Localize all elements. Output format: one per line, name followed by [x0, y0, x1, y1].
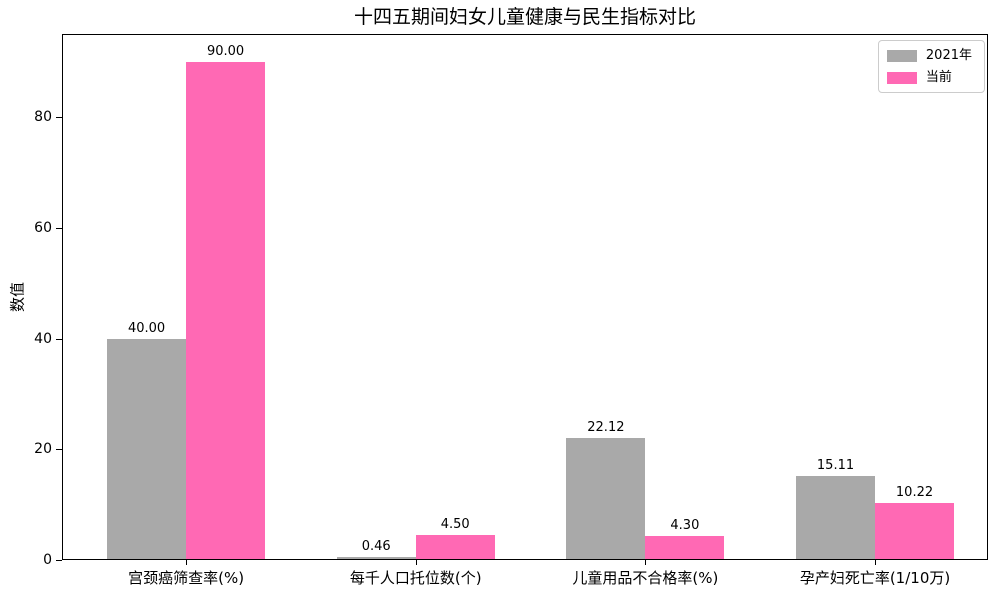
bar-当前-3	[875, 503, 955, 560]
y-tick-mark	[56, 560, 62, 561]
y-tick-label: 0	[43, 552, 52, 568]
legend-item: 2021年	[886, 48, 972, 63]
y-tick-label: 20	[34, 441, 52, 458]
x-tick-mark	[186, 560, 188, 565]
bar-2021年-3	[796, 476, 876, 560]
bar-当前-2	[645, 536, 725, 560]
bar-value-label: 4.50	[440, 517, 470, 533]
legend-label: 当前	[925, 70, 952, 85]
x-tick-label: 宫颈癌筛查率(%)	[128, 569, 245, 587]
x-tick-mark	[415, 560, 417, 565]
bar-value-label: 4.30	[670, 518, 700, 534]
y-tick-label: 60	[34, 219, 52, 236]
legend-swatch	[886, 49, 917, 62]
legend-item: 当前	[886, 70, 972, 85]
bar-当前-1	[415, 535, 495, 560]
legend-label: 2021年	[925, 48, 972, 63]
x-tick-label: 儿童用品不合格率(%)	[572, 569, 719, 587]
bar-2021年-2	[566, 437, 646, 560]
bar-value-label: 15.11	[816, 458, 855, 474]
bar-2021年-0	[107, 338, 187, 560]
chart-title: 十四五期间妇女儿童健康与民生指标对比	[353, 6, 696, 28]
bar-value-label: 90.00	[206, 43, 245, 59]
bar-value-label: 0.46	[361, 539, 391, 555]
y-tick-mark	[56, 338, 62, 340]
y-axis-label: 数值	[8, 281, 27, 313]
bar-value-label: 10.22	[895, 485, 934, 501]
x-tick-mark	[875, 560, 877, 565]
legend-swatch	[886, 71, 917, 84]
x-tick-label: 每千人口托位数(个)	[349, 569, 482, 587]
bar-value-label: 40.00	[127, 320, 166, 336]
bar-当前-0	[186, 61, 266, 560]
y-tick-label: 40	[34, 330, 52, 347]
y-tick-mark	[56, 227, 62, 229]
y-tick-mark	[56, 117, 62, 119]
bar-2021年-1	[336, 557, 416, 560]
y-tick-label: 80	[34, 109, 52, 126]
y-tick-mark	[56, 449, 62, 451]
legend: 2021年当前	[877, 40, 985, 93]
x-tick-label: 孕产妇死亡率(1/10万)	[799, 569, 951, 587]
bar-value-label: 22.12	[587, 419, 625, 435]
x-tick-mark	[645, 560, 647, 565]
